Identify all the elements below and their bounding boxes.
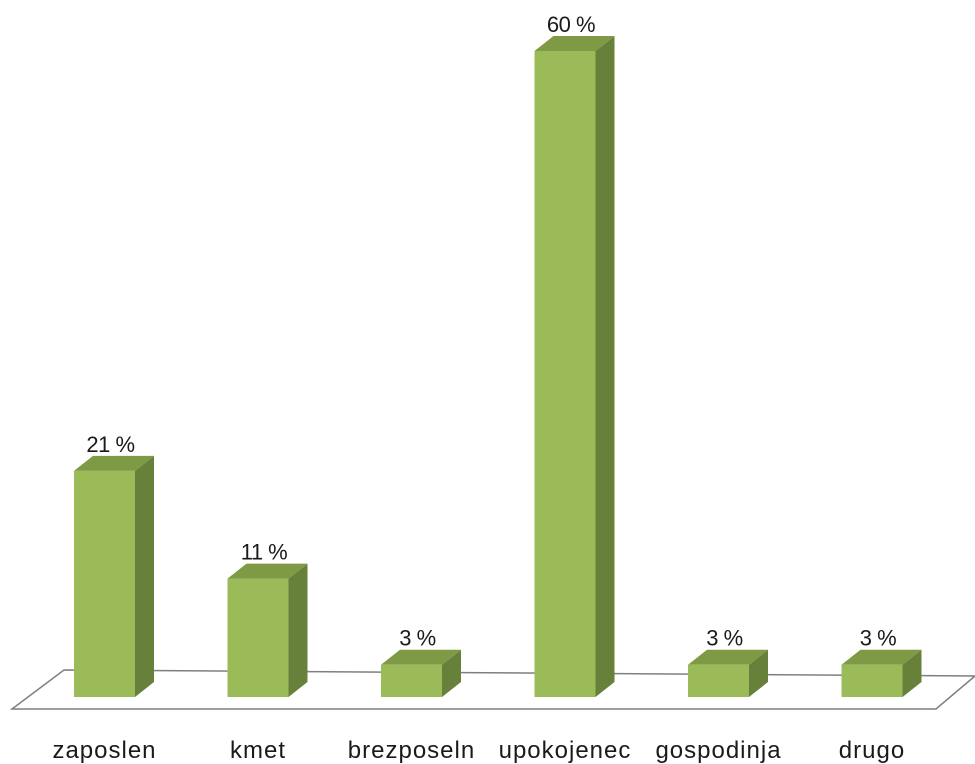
bar-top-face — [841, 649, 922, 665]
bar-top-face — [227, 563, 308, 579]
bar-zaposlen — [74, 455, 154, 697]
category-label: gospodinja — [655, 737, 781, 764]
data-label: 21 % — [86, 432, 134, 457]
bar-side-face — [135, 455, 154, 697]
bar-side-face — [442, 649, 461, 697]
bar-front-face — [841, 664, 903, 697]
bar-front-face — [227, 578, 289, 697]
chart-floor-layer — [9, 669, 975, 710]
data-label: 11 % — [241, 540, 288, 565]
category-label: brezposeln — [348, 737, 475, 764]
bar-brezposeln — [381, 649, 461, 697]
category-label: zaposlen — [52, 737, 156, 764]
data-label: 3 % — [399, 626, 435, 651]
category-label: upokojenec — [499, 737, 632, 764]
data-label: 60 % — [547, 12, 595, 37]
bars-layer — [74, 36, 922, 697]
bar-drugo — [841, 649, 922, 697]
bar-top-face — [534, 36, 615, 51]
bar-front-face — [381, 664, 442, 697]
chart-floor — [9, 669, 975, 710]
bar-top-face — [381, 649, 461, 665]
bar-side-face — [749, 649, 768, 697]
bar-top-face — [688, 649, 768, 665]
bar-side-face — [288, 563, 308, 697]
bar-side-face — [595, 36, 615, 697]
bar-top-face — [74, 455, 154, 471]
bar-upokojenec — [534, 36, 615, 697]
bar-front-face — [74, 470, 135, 697]
data-labels-layer: 21 % 11 % 3 % 60 % 3 % 3 % — [86, 12, 896, 651]
category-label: drugo — [839, 737, 905, 764]
data-label: 3 % — [706, 626, 742, 651]
bar-front-face — [534, 51, 596, 697]
category-labels-layer: zaposlen kmet brezposeln upokojenec gospodin… — [52, 737, 905, 764]
bar-kmet — [227, 563, 308, 697]
bar-gospodinja — [688, 649, 768, 697]
category-label: kmet — [230, 737, 286, 764]
bar-side-face — [902, 649, 922, 697]
data-label: 3 % — [860, 626, 896, 651]
bar-front-face — [688, 664, 749, 697]
